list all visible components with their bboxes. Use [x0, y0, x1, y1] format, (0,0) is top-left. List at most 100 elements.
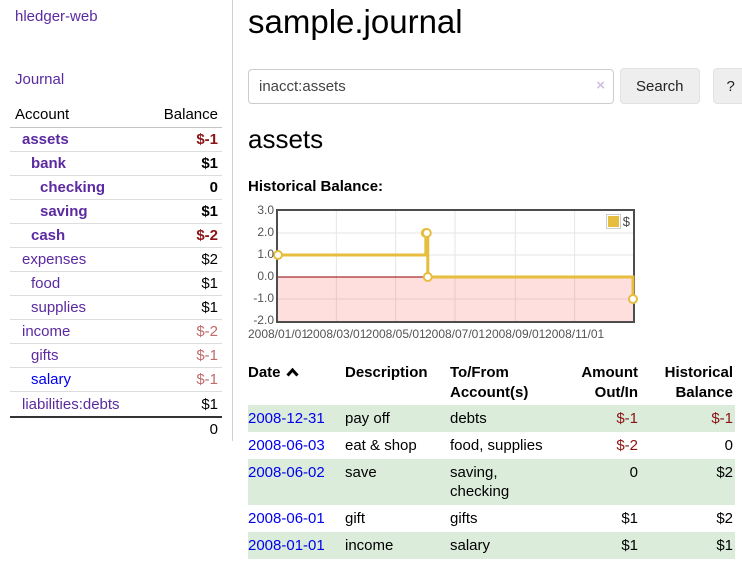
- account-link[interactable]: food: [31, 275, 61, 292]
- sidebar-item-journal[interactable]: Journal: [15, 71, 65, 88]
- transaction-balance: $2: [716, 510, 733, 527]
- account-link[interactable]: expenses: [22, 251, 87, 268]
- account-link[interactable]: bank: [31, 155, 67, 172]
- account-balance: $-1: [196, 347, 218, 364]
- account-balance: $-2: [196, 323, 218, 340]
- account-link[interactable]: assets: [22, 131, 69, 148]
- account-balance: $1: [201, 395, 218, 413]
- y-axis-tick-label: 3.0: [257, 203, 274, 217]
- y-axis-tick-label: -2.0: [253, 313, 274, 327]
- transaction-date-link[interactable]: 2008-06-02: [248, 464, 325, 481]
- clear-search-icon[interactable]: ×: [596, 76, 605, 94]
- account-balance: $2: [201, 251, 218, 268]
- transaction-amount: $1: [621, 510, 638, 527]
- x-axis-tick-label: 2008/09/01: [485, 327, 546, 341]
- transaction-date-link[interactable]: 2008-01-01: [248, 537, 325, 554]
- accounts-total-value: 0: [209, 420, 218, 438]
- transaction-description: gift: [345, 510, 366, 527]
- y-axis-tick-label: 2.0: [257, 225, 274, 239]
- account-column-header: Account: [15, 106, 70, 123]
- sort-ascending-icon: [285, 367, 299, 377]
- account-balance: $-1: [196, 371, 218, 388]
- accounts-tree: Account Balance assets $-1 bank $1 check…: [10, 102, 222, 440]
- account-balance: $1: [201, 203, 218, 220]
- transaction-row[interactable]: 2008-01-01 income salary $1 $1: [248, 532, 735, 559]
- search-button[interactable]: Search: [620, 68, 700, 104]
- transaction-accounts: salary: [450, 537, 491, 554]
- x-axis-tick-label: 2008/03/01: [306, 327, 367, 341]
- chart-legend: $: [605, 214, 630, 229]
- account-balance: $1: [201, 299, 218, 316]
- amount-column-header: Amount Out/In: [581, 364, 638, 401]
- transaction-description: income: [345, 537, 394, 554]
- x-axis-tick-label: 2008/01/01: [247, 327, 309, 341]
- transaction-row[interactable]: 2008-06-01 gift gifts $1 $2: [248, 505, 735, 532]
- account-balance: $1: [201, 155, 218, 172]
- account-row: supplies $1: [10, 296, 222, 320]
- account-link[interactable]: salary: [31, 371, 72, 388]
- balance-column-header: Historical Balance: [664, 364, 733, 401]
- transaction-amount: $-2: [616, 437, 638, 454]
- account-balance: 0: [209, 179, 218, 196]
- transaction-accounts: debts: [450, 410, 487, 427]
- account-link[interactable]: supplies: [31, 299, 87, 316]
- x-axis-tick-label: 2008/07/01: [424, 327, 486, 341]
- transaction-row[interactable]: 2008-06-03 eat & shop food, supplies $-2…: [248, 432, 735, 459]
- transaction-date-link[interactable]: 2008-06-01: [248, 510, 325, 527]
- account-row: saving $1: [10, 200, 222, 224]
- account-link[interactable]: gifts: [31, 347, 59, 364]
- chart-canvas: [273, 211, 638, 321]
- y-axis-tick-label: 1.0: [257, 247, 274, 261]
- account-row: checking 0: [10, 176, 222, 200]
- historical-balance-chart: $ 3.0 2.0 1.0 0.0 -1.0 -2.0 2008/01/01 2008/03…: [247, 203, 737, 343]
- x-axis-tick-label: 2008/05/01: [365, 327, 426, 341]
- search-input[interactable]: [248, 68, 614, 104]
- transaction-date-link[interactable]: 2008-06-03: [248, 437, 325, 454]
- accounts-tree-header: Account Balance: [10, 102, 222, 128]
- transaction-description: save: [345, 464, 377, 481]
- transaction-description: eat & shop: [345, 437, 417, 454]
- account-row: bank $1: [10, 152, 222, 176]
- transaction-balance: $1: [716, 537, 733, 554]
- accounts-total-row: 0: [10, 416, 222, 440]
- transaction-accounts: gifts: [450, 510, 478, 527]
- account-heading: assets: [248, 124, 324, 154]
- y-axis-tick-label: 0.0: [257, 269, 274, 283]
- transaction-row[interactable]: 2008-06-02 save saving, checking 0 $2: [248, 459, 735, 505]
- account-link[interactable]: cash: [31, 227, 66, 244]
- chart-plot-area: $: [273, 209, 638, 323]
- accounts-column-header: To/From Account(s): [450, 364, 529, 401]
- account-row: liabilities:debts $1: [10, 392, 222, 416]
- help-button[interactable]: ?: [712, 68, 742, 104]
- account-balance: $-1: [196, 131, 218, 148]
- account-row: income $-2: [10, 320, 222, 344]
- x-axis-tick-label: 2008/11/01: [545, 327, 605, 341]
- date-column-header[interactable]: Date: [248, 361, 345, 405]
- account-link[interactable]: checking: [40, 179, 106, 196]
- search-form: × Search ?: [248, 68, 742, 104]
- sidebar: hledger-web Journal Account Balance asse…: [0, 0, 233, 441]
- register-header-row: Date Description To/From Account(s) Amou…: [248, 361, 735, 405]
- transaction-amount: $1: [621, 537, 638, 554]
- account-link[interactable]: liabilities:debts: [22, 395, 120, 413]
- transaction-balance: $-1: [711, 410, 733, 427]
- y-axis-tick-label: -1.0: [253, 291, 274, 305]
- transaction-accounts: food, supplies: [450, 437, 543, 454]
- transaction-accounts: saving, checking: [450, 464, 510, 500]
- account-link[interactable]: saving: [40, 203, 88, 220]
- account-link[interactable]: income: [22, 323, 71, 340]
- register-table: Date Description To/From Account(s) Amou…: [248, 361, 735, 559]
- chart-title: Historical Balance:: [248, 178, 384, 195]
- main-content: sample.journal × Search ? assets Histori…: [247, 0, 742, 559]
- transaction-balance: $2: [716, 464, 733, 481]
- account-row: food $1: [10, 272, 222, 296]
- transaction-description: pay off: [345, 410, 390, 427]
- series-color-swatch: [605, 214, 621, 229]
- transaction-date-link[interactable]: 2008-12-31: [248, 410, 325, 427]
- balance-column-header: Balance: [163, 106, 218, 123]
- account-row: expenses $2: [10, 248, 222, 272]
- account-row: cash $-2: [10, 224, 222, 248]
- transaction-row[interactable]: 2008-12-31 pay off debts $-1 $-1: [248, 405, 735, 432]
- transaction-amount: 0: [629, 464, 638, 481]
- app-brand-link[interactable]: hledger-web: [15, 8, 98, 25]
